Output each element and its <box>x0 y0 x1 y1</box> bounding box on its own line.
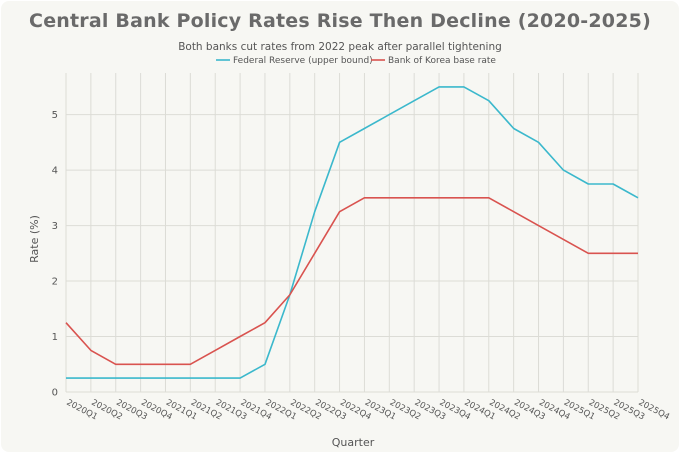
legend-label: Federal Reserve (upper bound) <box>233 56 373 66</box>
grid <box>65 73 639 393</box>
chart-title: Central Bank Policy Rates Rise Then Decl… <box>29 10 651 32</box>
y-axis-label: Rate (%) <box>28 215 41 263</box>
x-axis-label: Quarter <box>332 436 375 449</box>
x-axis-ticks: 2020Q12020Q22020Q32020Q42021Q12021Q22021… <box>65 398 671 423</box>
y-tick-label: 1 <box>52 332 58 343</box>
legend: Federal Reserve (upper bound) Bank of Kor… <box>216 56 496 66</box>
series-lines <box>65 86 639 379</box>
y-tick-label: 4 <box>52 166 58 177</box>
series-line-bok <box>65 197 638 366</box>
y-tick-label: 5 <box>52 110 58 121</box>
y-axis-ticks: 0 1 2 3 4 5 <box>52 110 58 398</box>
y-tick-label: 2 <box>52 277 58 288</box>
y-tick-label: 3 <box>52 221 58 232</box>
legend-label: Bank of Korea base rate <box>388 56 496 66</box>
chart-subtitle: Both banks cut rates from 2022 peak afte… <box>178 41 502 53</box>
y-tick-label: 0 <box>52 388 58 399</box>
series-line-fed <box>66 86 639 379</box>
